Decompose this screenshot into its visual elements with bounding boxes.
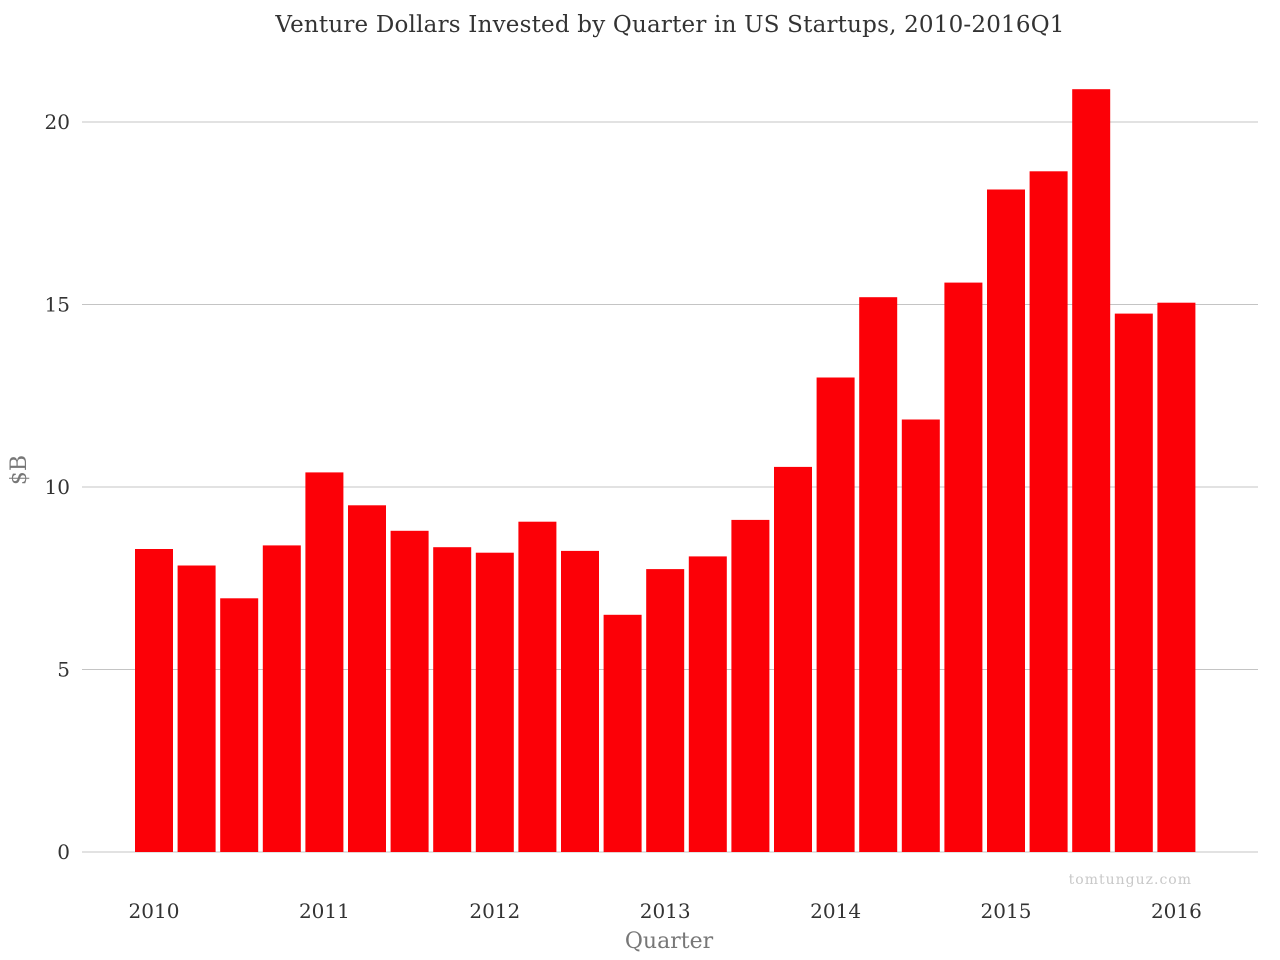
bar-2015Q2 (1029, 171, 1068, 853)
y-tick-label: 10 (45, 475, 70, 499)
bar-2013Q1 (646, 569, 685, 852)
x-tick-label: 2015 (981, 899, 1032, 923)
bar-2015Q1 (987, 189, 1025, 852)
y-tick-label: 5 (57, 658, 70, 682)
x-axis-label: Quarter (625, 929, 714, 954)
bar-2011Q3 (390, 530, 429, 852)
x-tick-label: 2012 (469, 899, 520, 923)
bar-2012Q2 (518, 521, 557, 852)
bar-2012Q1 (475, 552, 514, 852)
bar-2012Q4 (603, 614, 642, 853)
bar-2014Q1 (816, 377, 855, 852)
bar-2010Q2 (177, 565, 216, 852)
y-tick-label: 15 (45, 293, 70, 317)
x-tick-label: 2010 (129, 899, 180, 923)
watermark: tomtunguz.com (1069, 872, 1192, 888)
bar-2010Q1 (135, 549, 173, 852)
x-tick-labels: 2010 2011 2012 2013 2014 2015 2016 (129, 899, 1202, 923)
bar-2014Q3 (901, 419, 940, 852)
bar-2011Q2 (348, 505, 386, 853)
bars (135, 89, 1196, 853)
x-tick-label: 2011 (299, 899, 350, 923)
bar-2010Q3 (220, 598, 259, 852)
bar-2012Q3 (561, 550, 599, 852)
x-tick-label: 2013 (640, 899, 691, 923)
y-tick-label: 20 (45, 110, 70, 134)
chart-title: Venture Dollars Invested by Quarter in U… (275, 12, 1065, 38)
bar-2011Q1 (305, 472, 344, 852)
x-tick-label: 2014 (810, 899, 861, 923)
bar-2010Q4 (262, 545, 301, 852)
x-tick-label: 2016 (1151, 899, 1202, 923)
y-tick-labels: 0 5 10 15 20 (45, 110, 70, 864)
bar-2011Q4 (433, 547, 472, 852)
bar-2014Q4 (944, 282, 983, 853)
bar-2013Q2 (688, 556, 727, 852)
bar-2016Q1 (1157, 302, 1196, 852)
bar-2015Q3 (1072, 89, 1111, 852)
y-axis-label: $B (7, 455, 32, 485)
bar-2013Q3 (731, 519, 770, 852)
bar-2015Q4 (1114, 313, 1153, 853)
bar-2013Q4 (774, 466, 812, 852)
bar-2014Q2 (859, 297, 898, 852)
y-tick-label: 0 (57, 840, 70, 864)
